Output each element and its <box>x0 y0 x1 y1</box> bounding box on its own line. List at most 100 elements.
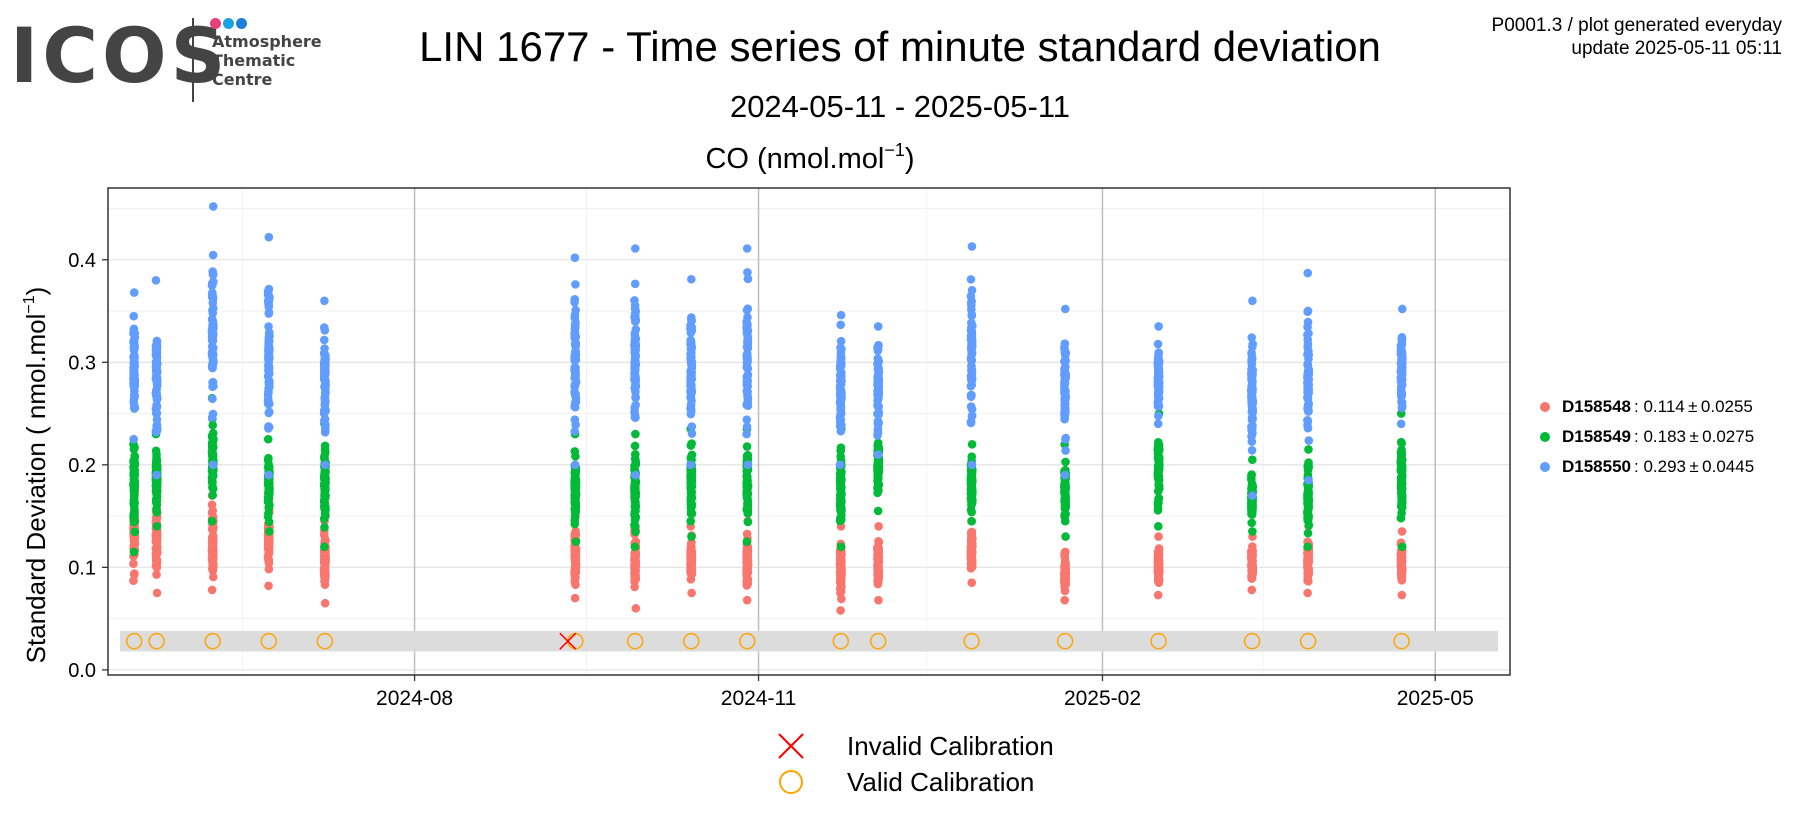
data-point-d158548 <box>1397 563 1406 573</box>
data-point-d158548 <box>1153 568 1163 578</box>
legend-colon: : <box>1634 427 1644 446</box>
data-point-d158550 <box>1397 340 1407 350</box>
data-point-d158550 <box>1303 330 1312 340</box>
data-point-d158548 <box>571 558 581 567</box>
data-point-d158550 <box>967 335 977 345</box>
data-point-d158549 <box>321 478 330 487</box>
data-point-d158549 <box>1303 515 1313 525</box>
data-point-d158550 <box>966 418 976 428</box>
data-point-d158549 <box>570 491 580 501</box>
data-point-d158550 <box>1247 349 1256 359</box>
data-point-d158548 <box>743 567 752 576</box>
data-point-d158550 <box>836 320 846 330</box>
data-point-d158550 <box>265 353 274 363</box>
data-point-d158548 <box>570 577 580 586</box>
data-point-d158549 <box>630 542 640 552</box>
legend-series-name: D158550 <box>1562 457 1632 476</box>
data-point-d158549 <box>152 522 162 531</box>
data-point-d158548 <box>151 544 161 553</box>
data-point-d158550 <box>1396 367 1406 376</box>
data-point-d158550 <box>264 408 274 418</box>
data-point-d158549 <box>1304 462 1314 472</box>
data-point-d158550 <box>320 296 329 306</box>
legend-invalid-calibration: Invalid Calibration <box>775 728 1054 764</box>
data-point-d158550 <box>321 381 330 391</box>
data-point-d158548 <box>630 548 640 558</box>
legend-sd: 0.0275 <box>1702 427 1755 446</box>
data-point-d158550 <box>152 470 161 480</box>
data-point-d158548 <box>686 575 696 584</box>
data-point-d158548 <box>1247 569 1257 579</box>
data-point-d158550 <box>873 370 883 380</box>
data-point-d158550 <box>967 242 977 251</box>
y-tick-label: 0.0 <box>68 660 96 682</box>
data-point-d158550 <box>319 407 329 416</box>
valid-calibration-marker <box>1056 632 1074 650</box>
data-point-d158550 <box>874 418 883 428</box>
data-point-d158548 <box>1060 580 1070 589</box>
data-point-d158550 <box>264 322 273 331</box>
data-point-d158548 <box>208 546 218 556</box>
data-point-d158548 <box>630 571 639 581</box>
data-point-d158550 <box>837 376 846 386</box>
data-point-d158550 <box>320 400 330 410</box>
data-point-d158550 <box>264 369 274 379</box>
data-point-d158549 <box>1154 522 1163 531</box>
data-point-d158549 <box>742 537 752 547</box>
data-point-d158550 <box>687 371 696 381</box>
data-point-d158548 <box>874 537 883 546</box>
data-point-d158550 <box>1303 382 1312 392</box>
data-point-d158550 <box>1396 382 1406 392</box>
data-point-d158550 <box>264 424 273 433</box>
data-point-d158550 <box>1304 407 1313 416</box>
data-point-d158548 <box>1397 590 1407 600</box>
data-point-d158549 <box>570 519 580 529</box>
legend-stat: 0.183 <box>1643 427 1687 446</box>
data-point-d158549 <box>742 471 752 481</box>
data-point-d158550 <box>320 423 330 433</box>
data-point-d158550 <box>319 335 329 345</box>
data-point-d158550 <box>1248 296 1257 306</box>
legend-series-name: D158548 <box>1562 397 1632 416</box>
data-point-d158550 <box>571 280 580 289</box>
data-point-d158550 <box>742 317 751 326</box>
data-point-d158549 <box>321 511 330 521</box>
data-point-d158550 <box>129 374 139 384</box>
legend-colon: : <box>1634 457 1644 476</box>
invalid-calibration-label: Invalid Calibration <box>847 730 1054 761</box>
data-point-d158549 <box>687 508 696 517</box>
data-point-d158550 <box>1154 348 1164 358</box>
data-point-d158550 <box>129 311 139 321</box>
data-point-d158550 <box>570 298 579 307</box>
logo-divider <box>192 18 194 102</box>
data-point-d158549 <box>687 439 696 448</box>
data-point-d158550 <box>207 362 217 372</box>
data-point-d158550 <box>570 460 580 470</box>
data-point-d158550 <box>874 357 884 366</box>
data-point-d158549 <box>207 447 217 457</box>
legend-stat: 0.114 <box>1643 397 1685 416</box>
data-point-d158549 <box>1154 444 1163 453</box>
legend-valid-calibration: Valid Calibration <box>775 764 1054 800</box>
data-point-d158550 <box>967 411 977 421</box>
data-point-d158549 <box>967 507 976 517</box>
valid-calibration-marker <box>260 632 278 650</box>
data-point-d158550 <box>1060 366 1070 376</box>
data-point-d158548 <box>129 559 138 568</box>
data-point-d158550 <box>1397 304 1407 314</box>
data-point-d158549 <box>152 450 161 459</box>
data-point-d158550 <box>1248 398 1258 408</box>
data-point-d158550 <box>630 244 640 253</box>
legend-item-d158549: D158549: 0.183 ± 0.0275 <box>1540 422 1754 452</box>
legend-marker <box>1540 402 1550 412</box>
data-point-d158550 <box>742 429 751 439</box>
data-point-d158550 <box>967 349 977 359</box>
valid-calibration-marker <box>148 632 165 650</box>
data-point-d158550 <box>571 305 580 315</box>
data-point-d158550 <box>966 402 976 411</box>
data-point-d158549 <box>264 517 274 527</box>
data-point-d158548 <box>1154 532 1163 541</box>
data-point-d158550 <box>687 422 697 431</box>
data-point-d158549 <box>873 459 882 469</box>
data-point-d158549 <box>1247 509 1257 518</box>
